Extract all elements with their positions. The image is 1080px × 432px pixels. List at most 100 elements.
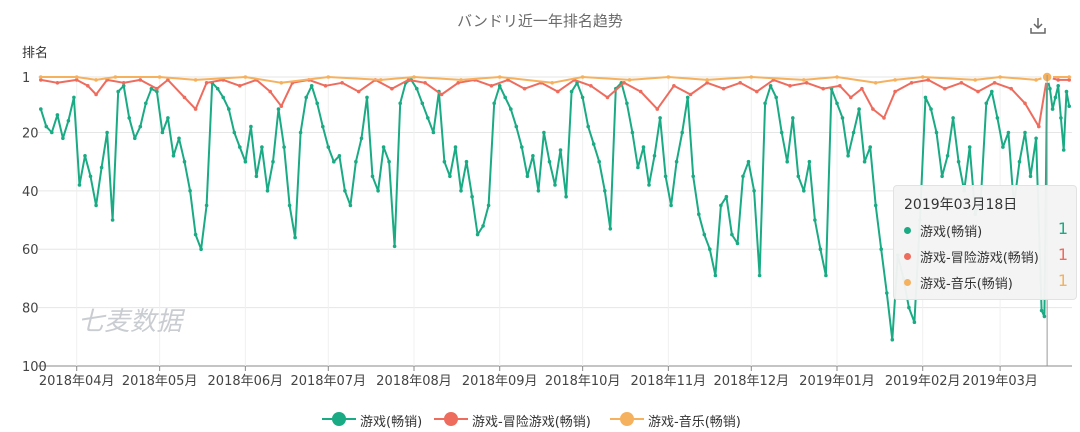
data-point bbox=[669, 203, 673, 208]
data-point bbox=[920, 75, 925, 79]
data-point bbox=[802, 189, 806, 193]
y-tick-label: 100 bbox=[22, 360, 47, 375]
data-point bbox=[1001, 145, 1005, 149]
data-point bbox=[160, 130, 165, 135]
data-point bbox=[558, 148, 563, 152]
data-point bbox=[105, 130, 109, 135]
data-point bbox=[182, 95, 187, 100]
data-point bbox=[326, 145, 331, 149]
tooltip-series-value: 1 bbox=[1057, 219, 1068, 238]
data-point bbox=[323, 84, 328, 88]
data-point bbox=[276, 107, 281, 111]
data-point bbox=[520, 145, 524, 149]
data-point bbox=[840, 116, 845, 120]
data-point bbox=[238, 84, 242, 88]
data-point bbox=[138, 78, 143, 82]
data-point bbox=[1067, 104, 1071, 108]
data-point bbox=[365, 95, 369, 100]
download-icon[interactable] bbox=[1028, 16, 1048, 36]
data-point bbox=[489, 84, 494, 88]
data-point bbox=[232, 130, 237, 135]
data-point bbox=[945, 154, 950, 158]
x-tick-label: 2018年10月 bbox=[545, 374, 621, 389]
data-point bbox=[757, 273, 762, 278]
data-point bbox=[719, 203, 723, 208]
data-point bbox=[315, 101, 320, 106]
tooltip-series-value: 1 bbox=[1057, 271, 1068, 290]
data-point bbox=[390, 86, 394, 91]
data-point bbox=[188, 189, 192, 193]
data-point bbox=[44, 124, 49, 129]
data-point bbox=[885, 291, 889, 295]
data-point bbox=[121, 84, 126, 88]
data-point bbox=[788, 84, 792, 88]
data-point bbox=[647, 183, 651, 187]
data-point bbox=[746, 159, 751, 164]
data-point bbox=[909, 81, 914, 85]
x-tick-label: 2019年03月 bbox=[962, 374, 1038, 389]
data-point bbox=[86, 84, 90, 88]
x-tick-label: 2019年01月 bbox=[799, 374, 875, 389]
data-point bbox=[556, 89, 560, 94]
watermark-text: 七麦数据 bbox=[78, 307, 186, 337]
data-point bbox=[879, 247, 883, 251]
tooltip-series-name: 游戏(畅销) bbox=[920, 225, 983, 240]
data-point bbox=[279, 81, 284, 85]
data-point bbox=[1023, 101, 1027, 106]
data-point bbox=[72, 95, 76, 100]
data-point bbox=[514, 124, 519, 129]
data-point bbox=[973, 78, 977, 82]
data-point bbox=[282, 145, 286, 149]
data-point bbox=[423, 81, 427, 85]
data-point bbox=[674, 159, 679, 164]
x-tick-label: 2018年07月 bbox=[290, 374, 366, 389]
tooltip-series-name: 游戏-音乐(畅销) bbox=[920, 277, 1013, 292]
data-point bbox=[967, 145, 972, 149]
data-point bbox=[580, 75, 585, 79]
data-point bbox=[39, 78, 43, 82]
data-point bbox=[586, 124, 590, 129]
data-point bbox=[608, 227, 613, 231]
data-point bbox=[627, 78, 632, 82]
data-point bbox=[553, 183, 557, 187]
data-point bbox=[492, 101, 497, 106]
data-point bbox=[94, 203, 98, 208]
x-tick-label: 2018年04月 bbox=[39, 374, 115, 389]
data-point bbox=[890, 337, 895, 342]
data-point bbox=[77, 183, 82, 187]
data-point bbox=[804, 81, 809, 85]
data-point bbox=[580, 95, 585, 100]
y-axis-label: 排名 bbox=[22, 46, 49, 61]
data-point bbox=[337, 154, 342, 158]
data-point bbox=[243, 75, 248, 79]
data-point bbox=[94, 78, 98, 82]
data-point bbox=[873, 203, 878, 208]
data-point bbox=[486, 203, 491, 208]
data-point bbox=[768, 84, 773, 88]
data-point bbox=[943, 86, 947, 91]
tooltip-row: 游戏-冒险游戏(畅销) 1 bbox=[904, 245, 1068, 267]
chart-title: バンドリ近一年排名趋势 bbox=[457, 12, 623, 30]
data-point bbox=[343, 189, 347, 193]
data-point bbox=[821, 86, 825, 91]
data-point bbox=[50, 130, 54, 135]
data-point bbox=[99, 165, 104, 170]
data-point bbox=[705, 81, 709, 85]
data-point bbox=[655, 107, 660, 111]
data-point bbox=[868, 145, 872, 149]
data-point bbox=[199, 247, 203, 251]
data-point bbox=[177, 136, 181, 141]
data-point bbox=[215, 86, 220, 91]
data-point bbox=[61, 136, 65, 141]
data-point bbox=[882, 116, 886, 120]
data-point bbox=[110, 218, 115, 222]
data-point bbox=[796, 174, 801, 179]
data-point bbox=[992, 81, 997, 85]
data-point bbox=[426, 116, 430, 120]
x-tick-label: 2018年11月 bbox=[631, 374, 707, 389]
data-point bbox=[293, 235, 297, 240]
data-point bbox=[873, 81, 878, 85]
data-point bbox=[749, 75, 754, 79]
data-point bbox=[133, 136, 137, 141]
data-point bbox=[738, 81, 742, 85]
